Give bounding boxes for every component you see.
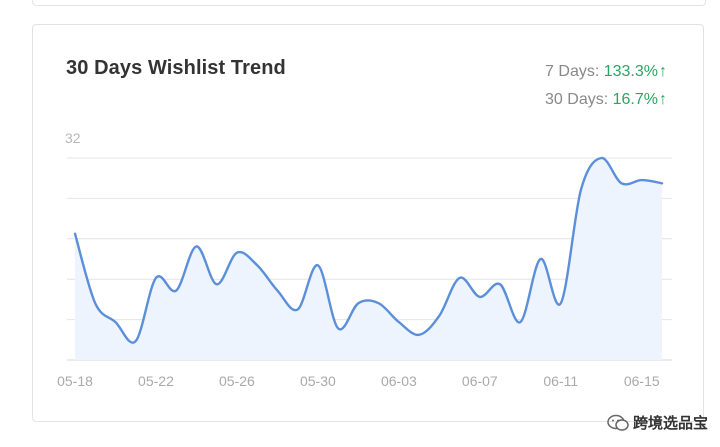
x-axis: 05-18 05-22 05-26 05-30 06-03 06-07 06-11 06-15: [57, 373, 660, 389]
trend-area: [75, 157, 662, 360]
stat-7-days: 7 Days: 133.3%↑: [545, 63, 667, 81]
up-arrow-icon: ↑: [659, 91, 667, 108]
x-tick-label: 05-30: [300, 373, 336, 389]
stat-30-days-value: 16.7%: [612, 91, 658, 108]
stat-30-days-label: 30 Days:: [545, 91, 613, 108]
x-tick-label: 05-18: [57, 373, 93, 389]
x-tick-label: 06-15: [624, 373, 660, 389]
x-tick-label: 06-07: [462, 373, 498, 389]
stat-7-days-value: 133.3%: [603, 63, 658, 80]
x-tick-label: 05-26: [219, 373, 255, 389]
x-tick-label: 06-03: [381, 373, 417, 389]
watermark: 跨境选品宝: [607, 412, 708, 433]
up-arrow-icon: ↑: [659, 63, 667, 80]
stat-30-days: 30 Days: 16.7%↑: [545, 91, 667, 109]
watermark-text: 跨境选品宝: [632, 414, 708, 432]
wechat-icon: [607, 414, 629, 431]
card-title: 30 Days Wishlist Trend: [66, 57, 286, 79]
y-axis: 32: [65, 130, 81, 146]
x-tick-label: 05-22: [138, 373, 174, 389]
stat-7-days-label: 7 Days:: [545, 63, 604, 80]
previous-card-edge: [32, 0, 706, 6]
trend-line: [73, 156, 664, 344]
x-tick-label: 06-11: [543, 373, 578, 389]
y-tick-label: 32: [65, 130, 81, 146]
